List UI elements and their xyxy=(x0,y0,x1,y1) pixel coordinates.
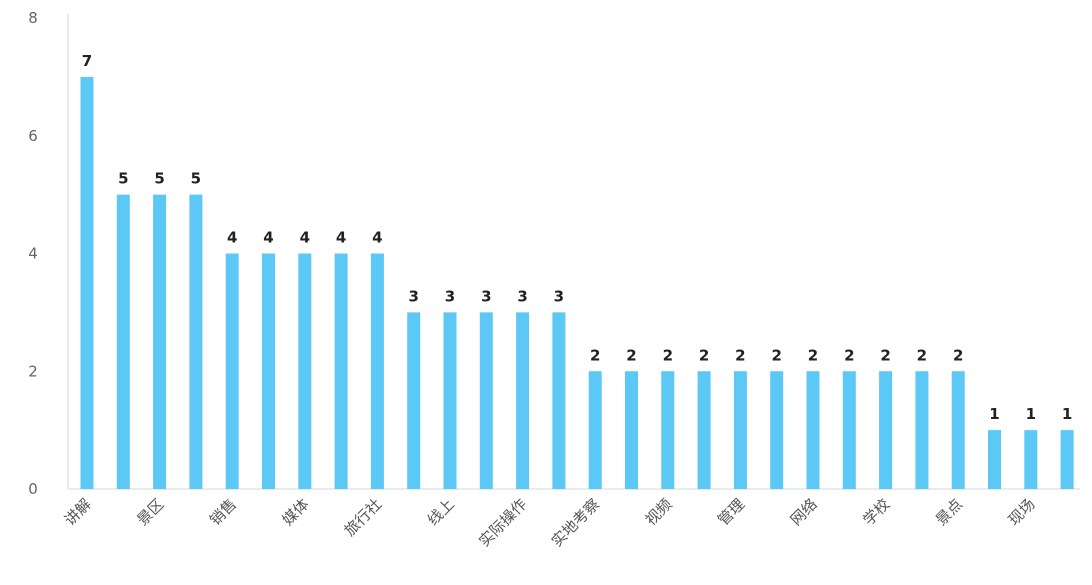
bar xyxy=(806,371,820,489)
bar xyxy=(552,312,566,489)
bar xyxy=(479,312,493,489)
x-tick-label: 现场 xyxy=(1005,495,1039,529)
bar-value-label: 3 xyxy=(445,287,455,305)
bar xyxy=(407,312,421,489)
bar xyxy=(842,371,856,489)
bar xyxy=(443,312,457,489)
bar-value-label: 4 xyxy=(227,229,237,247)
bar-value-label: 2 xyxy=(880,346,890,364)
y-tick-label: 8 xyxy=(28,9,38,27)
bar-value-label: 1 xyxy=(1026,405,1036,423)
bar-value-label: 3 xyxy=(554,287,564,305)
bar xyxy=(915,371,929,489)
bar-value-label: 7 xyxy=(82,52,92,70)
bar-value-label: 2 xyxy=(771,346,781,364)
bar xyxy=(334,253,348,489)
x-tick-label: 景区 xyxy=(133,495,167,529)
x-tick-label: 讲解 xyxy=(61,495,95,529)
x-tick-label: 销售 xyxy=(206,495,240,529)
y-tick-label: 0 xyxy=(28,480,38,498)
bar xyxy=(879,371,893,489)
bar-value-label: 1 xyxy=(989,405,999,423)
bar xyxy=(1024,430,1038,489)
y-tick-label: 4 xyxy=(28,245,38,263)
bar xyxy=(988,430,1001,489)
x-tick-label: 景点 xyxy=(932,495,966,529)
bar xyxy=(189,194,203,489)
x-tick-label: 媒体 xyxy=(279,495,313,529)
bar-value-label: 4 xyxy=(372,229,382,247)
y-axis-ticks: 0 2 4 6 8 xyxy=(28,9,38,498)
bar-value-label: 5 xyxy=(118,170,128,188)
bar xyxy=(298,253,312,489)
x-axis-labels: 讲解 景区 销售 媒体 旅行社 线上 实际操作 实地考察 视频 管理 网络 学校 景点 现场 xyxy=(61,495,1039,550)
bar xyxy=(225,253,239,489)
x-tick-label: 视频 xyxy=(642,495,676,529)
x-tick-label: 实际操作 xyxy=(475,495,530,550)
bar-value-label: 5 xyxy=(191,170,201,188)
bar-value-label: 2 xyxy=(917,346,927,364)
bar xyxy=(625,371,638,489)
bar-value-label: 3 xyxy=(408,287,418,305)
x-tick-label: 网络 xyxy=(787,495,821,529)
bar-value-label: 3 xyxy=(481,287,491,305)
bar-value-label: 2 xyxy=(590,346,600,364)
bar xyxy=(661,371,675,489)
bar-series xyxy=(80,76,1074,489)
bar xyxy=(370,253,384,489)
y-tick-label: 2 xyxy=(28,362,38,380)
bar xyxy=(1060,430,1074,489)
x-tick-label: 线上 xyxy=(424,495,458,529)
bar-value-label: 1 xyxy=(1062,405,1072,423)
bar-value-label: 4 xyxy=(336,229,346,247)
x-tick-label: 学校 xyxy=(859,495,893,529)
bar xyxy=(770,371,784,489)
bar xyxy=(951,371,965,489)
bar-value-label: 3 xyxy=(517,287,527,305)
bar-value-label: 4 xyxy=(263,229,273,247)
data-labels: 7 5 5 5 4 4 4 4 4 3 3 3 3 3 2 2 2 2 2 2 2 2 2 2 2 1 1 1 xyxy=(82,52,1073,423)
x-tick-label: 旅行社 xyxy=(341,495,386,540)
bar-value-label: 2 xyxy=(626,346,636,364)
bar-value-label: 2 xyxy=(735,346,745,364)
bar xyxy=(697,371,711,489)
bar-value-label: 5 xyxy=(154,170,164,188)
bar-value-label: 2 xyxy=(699,346,709,364)
bar xyxy=(80,76,94,489)
bar xyxy=(588,371,602,489)
bar xyxy=(153,194,167,489)
x-tick-label: 管理 xyxy=(714,495,748,529)
y-tick-label: 6 xyxy=(28,127,38,145)
bar-value-label: 2 xyxy=(808,346,818,364)
bar-value-label: 2 xyxy=(953,346,963,364)
bar xyxy=(262,253,275,489)
x-tick-label: 实地考察 xyxy=(548,495,603,550)
bar xyxy=(516,312,530,489)
bar xyxy=(733,371,747,489)
bar xyxy=(116,194,130,489)
bar-value-label: 4 xyxy=(300,229,310,247)
bar-value-label: 2 xyxy=(844,346,854,364)
bar-value-label: 2 xyxy=(663,346,673,364)
